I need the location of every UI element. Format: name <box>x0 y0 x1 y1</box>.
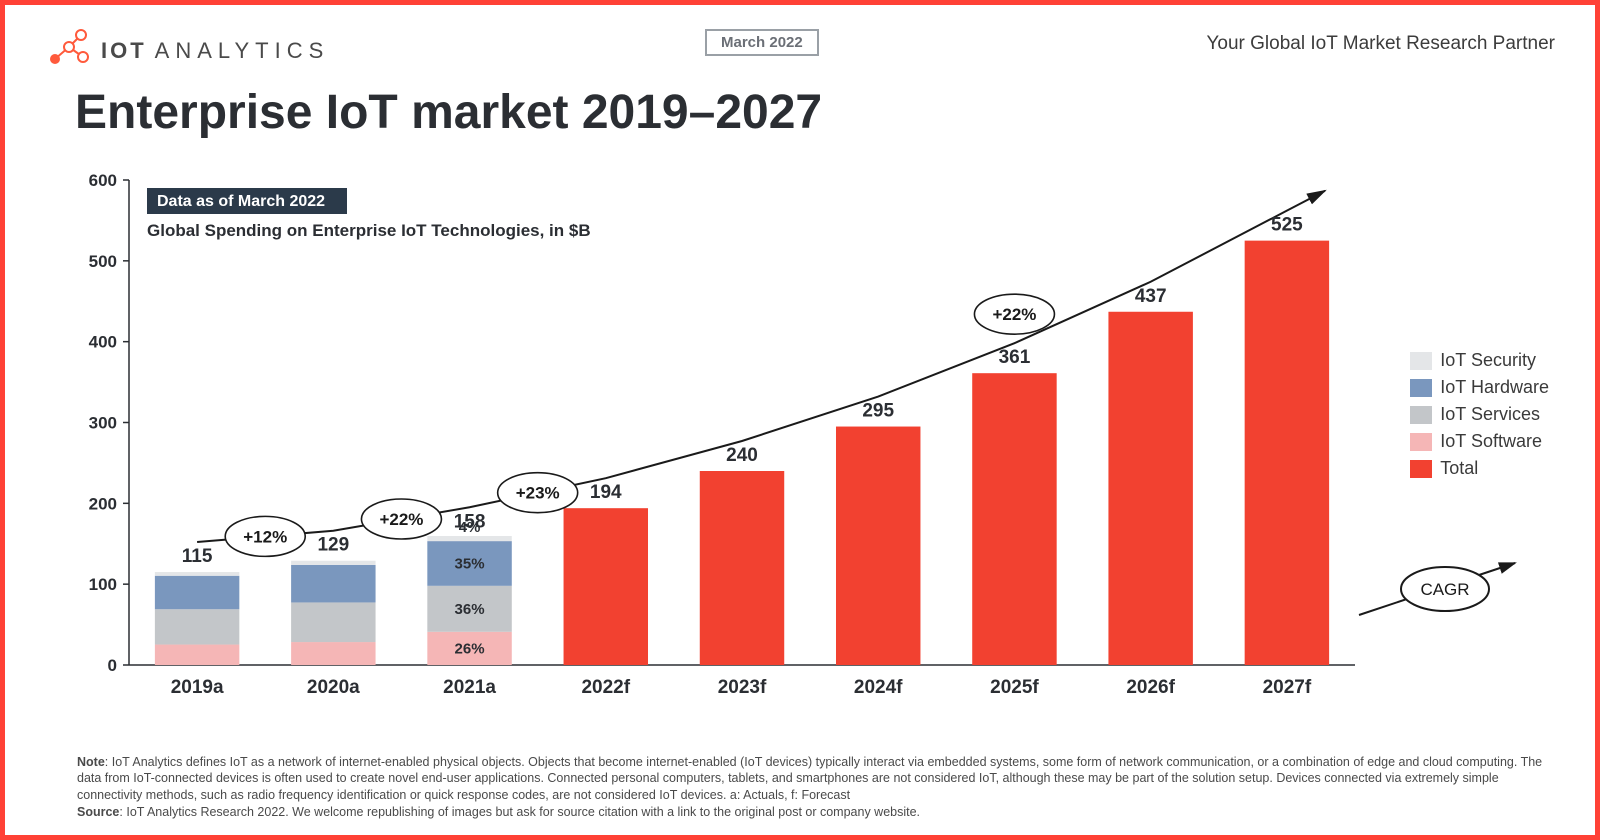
y-tick-label: 200 <box>89 494 117 513</box>
logo-text: IOT ANALYTICS <box>101 38 329 64</box>
data-badge-text: Data as of March 2022 <box>157 193 325 210</box>
bar-value-label: 437 <box>1135 286 1167 307</box>
legend-item: IoT Hardware <box>1410 377 1549 398</box>
x-category-label: 2021a <box>443 677 496 698</box>
tagline: Your Global IoT Market Research Partner <box>1206 33 1555 55</box>
bar-total <box>564 508 648 665</box>
cagr-label: CAGR <box>1420 580 1469 599</box>
header: IOT ANALYTICS March 2022 Your Global IoT … <box>5 5 1595 75</box>
legend-label: IoT Hardware <box>1440 377 1549 398</box>
logo-icon <box>45 27 91 74</box>
legend-label: Total <box>1440 458 1478 479</box>
bar-segment <box>291 602 375 642</box>
note-label: Note <box>77 755 105 769</box>
cagr-badge: CAGR <box>1355 555 1525 630</box>
logo-text-bold: IOT <box>101 38 147 63</box>
x-category-label: 2027f <box>1263 677 1312 698</box>
bar-segment <box>155 609 239 644</box>
growth-label: +22% <box>379 510 423 529</box>
legend-item: IoT Software <box>1410 431 1549 452</box>
y-tick-label: 400 <box>89 333 117 352</box>
bar-segment <box>291 565 375 603</box>
legend-swatch <box>1410 433 1432 451</box>
source-label: Source <box>77 805 119 819</box>
legend-label: IoT Software <box>1440 431 1542 452</box>
x-category-label: 2022f <box>581 677 630 698</box>
legend-label: IoT Security <box>1440 350 1536 371</box>
bar-value-label: 194 <box>590 482 622 503</box>
bar-segment <box>155 572 239 576</box>
bar-value-label: 129 <box>317 535 349 556</box>
bar-value-label: 240 <box>726 445 758 466</box>
segment-share-label: 26% <box>455 640 485 657</box>
x-category-label: 2025f <box>990 677 1039 698</box>
x-category-label: 2020a <box>307 677 360 698</box>
bar-value-label: 295 <box>862 401 894 422</box>
legend-swatch <box>1410 406 1432 424</box>
growth-label: +23% <box>516 484 560 503</box>
bar-total <box>1245 241 1329 665</box>
x-category-label: 2023f <box>718 677 767 698</box>
note-text: IoT Analytics defines IoT as a network o… <box>77 755 1542 803</box>
footer-note: Note: IoT Analytics defines IoT as a net… <box>77 754 1555 822</box>
logo-text-light: ANALYTICS <box>155 38 330 63</box>
bar-total <box>972 373 1056 665</box>
logo: IOT ANALYTICS <box>45 27 329 74</box>
y-tick-label: 600 <box>89 171 117 190</box>
bar-chart: 0 100 200 300 400 500 600 Data as of March 2022… <box>75 160 1555 715</box>
legend-swatch <box>1410 352 1432 370</box>
bar-segment <box>427 536 511 541</box>
bar-segment <box>291 642 375 665</box>
bar-segment <box>291 561 375 565</box>
bar-value-label: 525 <box>1271 215 1303 236</box>
legend: IoT Security IoT Hardware IoT Services IoT … <box>1410 350 1549 485</box>
x-category-label: 2026f <box>1126 677 1175 698</box>
y-tick-label: 0 <box>108 656 117 675</box>
y-tick-label: 500 <box>89 252 117 271</box>
growth-label: +12% <box>243 527 287 546</box>
bar-total <box>836 427 920 665</box>
bar-value-label: 115 <box>182 546 213 567</box>
chart-subtitle: Global Spending on Enterprise IoT Techno… <box>147 221 591 240</box>
segment-share-label: 35% <box>455 555 485 572</box>
legend-swatch <box>1410 460 1432 478</box>
legend-label: IoT Services <box>1440 404 1540 425</box>
page-title: Enterprise IoT market 2019–2027 <box>5 75 1595 140</box>
y-tick-label: 100 <box>89 575 117 594</box>
bar-segment <box>155 645 239 665</box>
bar-value-label: 361 <box>999 347 1031 368</box>
growth-label: +22% <box>992 305 1036 324</box>
x-category-label: 2024f <box>854 677 903 698</box>
date-badge: March 2022 <box>705 29 819 56</box>
bar-total <box>700 471 784 665</box>
bar-total <box>1108 312 1192 665</box>
segment-share-label: 36% <box>455 601 485 618</box>
chart-area: 0 100 200 300 400 500 600 Data as of March 2022… <box>75 160 1555 715</box>
legend-item: IoT Security <box>1410 350 1549 371</box>
bar-value-label: 158 <box>454 511 486 532</box>
y-tick-label: 300 <box>89 414 117 433</box>
x-category-label: 2019a <box>171 677 224 698</box>
legend-item: IoT Services <box>1410 404 1549 425</box>
legend-swatch <box>1410 379 1432 397</box>
source-text: IoT Analytics Research 2022. We welcome … <box>126 805 920 819</box>
legend-item: Total <box>1410 458 1549 479</box>
bar-segment <box>155 576 239 609</box>
